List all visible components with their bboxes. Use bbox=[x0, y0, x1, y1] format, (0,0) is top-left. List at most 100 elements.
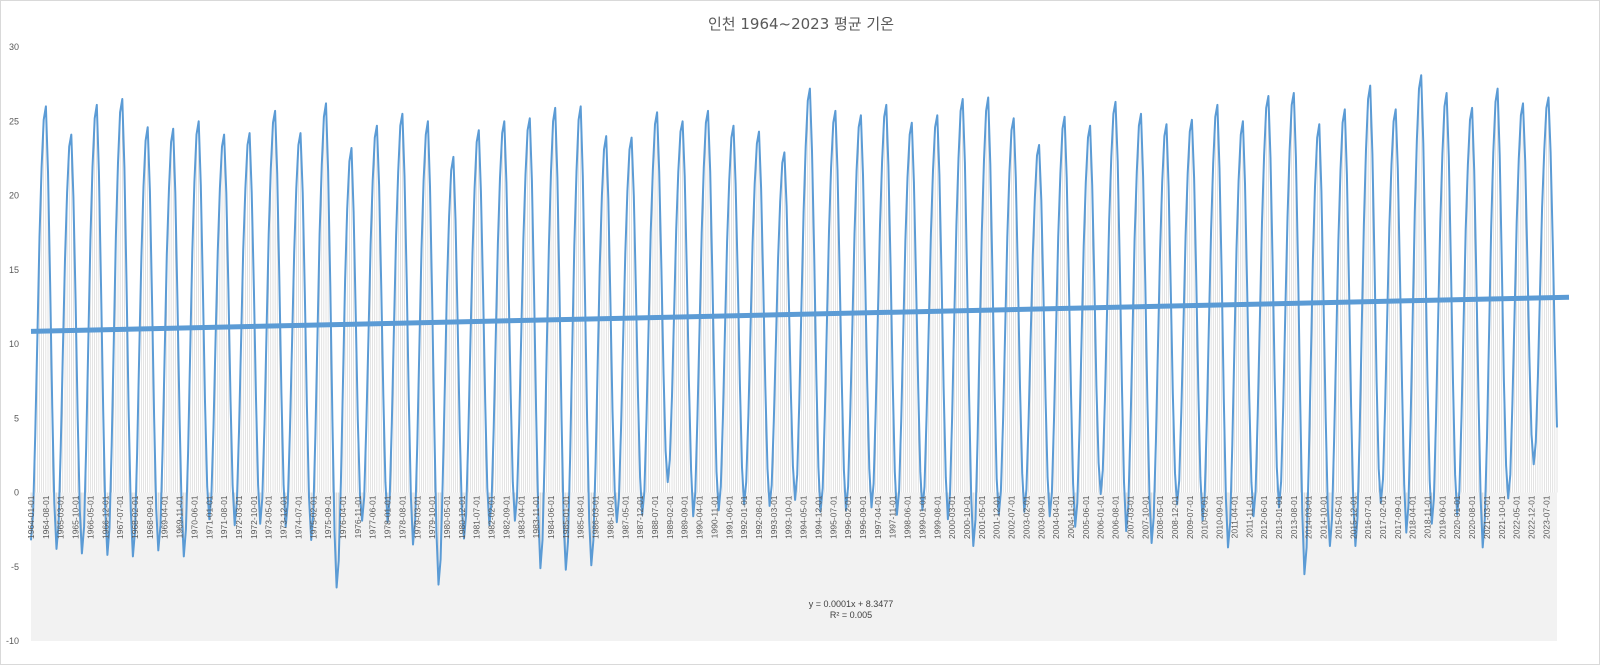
y-tick-label: 5 bbox=[14, 413, 19, 423]
data-point bbox=[1180, 411, 1182, 413]
data-point bbox=[926, 414, 928, 416]
trendline-r-squared: R² = 0.005 bbox=[829, 610, 873, 620]
data-point bbox=[790, 389, 792, 391]
x-tick-label: 1983-04-01 bbox=[516, 495, 526, 539]
data-point bbox=[1248, 398, 1250, 400]
data-point bbox=[437, 584, 440, 586]
data-point bbox=[75, 300, 77, 302]
x-tick-label: 1982-02-01 bbox=[487, 495, 497, 539]
x-tick-label: 2013-08-01 bbox=[1289, 495, 1299, 539]
data-point bbox=[348, 160, 350, 162]
data-point bbox=[1350, 405, 1352, 407]
data-point bbox=[597, 362, 599, 364]
data-point bbox=[1465, 229, 1467, 231]
data-point bbox=[851, 324, 854, 326]
data-point bbox=[1520, 114, 1522, 116]
data-point bbox=[603, 148, 605, 151]
data-point bbox=[1066, 177, 1068, 179]
x-tick-label: 1971-01-01 bbox=[204, 495, 214, 539]
data-point bbox=[845, 509, 847, 511]
data-point bbox=[64, 258, 66, 260]
data-point bbox=[1089, 125, 1091, 127]
data-point bbox=[117, 162, 119, 164]
data-point bbox=[215, 337, 217, 339]
data-point bbox=[979, 334, 981, 336]
x-tick-label: 2004-11-01 bbox=[1066, 495, 1076, 538]
data-point bbox=[1117, 160, 1119, 162]
data-point bbox=[1114, 101, 1117, 103]
data-point bbox=[1276, 466, 1278, 468]
data-point bbox=[221, 145, 223, 148]
trendline bbox=[30, 294, 1570, 334]
data-point bbox=[605, 135, 607, 137]
data-point bbox=[1424, 255, 1426, 257]
data-point bbox=[1403, 484, 1405, 486]
data-point bbox=[223, 134, 225, 136]
x-tick-label: 2006-08-01 bbox=[1111, 495, 1121, 539]
data-point bbox=[962, 98, 964, 100]
data-point bbox=[1212, 162, 1214, 164]
data-point bbox=[645, 417, 648, 419]
data-point bbox=[68, 145, 70, 148]
data-point bbox=[96, 104, 98, 106]
data-point bbox=[210, 494, 212, 497]
data-point bbox=[1032, 254, 1034, 256]
data-point bbox=[391, 423, 393, 425]
data-point bbox=[1320, 190, 1322, 192]
data-point bbox=[106, 554, 108, 556]
data-point bbox=[1420, 74, 1422, 76]
data-point bbox=[308, 496, 310, 498]
data-point bbox=[1068, 278, 1070, 280]
data-point bbox=[302, 191, 304, 194]
data-point bbox=[875, 410, 877, 412]
data-point bbox=[361, 520, 363, 522]
data-point bbox=[955, 224, 958, 226]
data-point bbox=[446, 284, 448, 286]
data-point bbox=[1443, 105, 1446, 107]
data-point bbox=[548, 245, 550, 247]
x-tick-label: 1987-05-01 bbox=[620, 495, 630, 539]
x-tick-label: 1966-05-01 bbox=[85, 495, 95, 539]
x-tick-label: 1997-04-01 bbox=[873, 495, 883, 539]
data-point bbox=[401, 113, 403, 115]
data-point bbox=[357, 419, 359, 421]
data-point bbox=[198, 120, 200, 122]
data-point bbox=[809, 88, 811, 90]
x-tick-label: 1998-06-01 bbox=[903, 495, 913, 539]
data-point bbox=[153, 416, 155, 418]
data-point bbox=[1539, 291, 1541, 293]
data-point bbox=[1473, 169, 1475, 171]
data-point bbox=[1488, 331, 1490, 333]
data-point bbox=[692, 515, 694, 517]
data-point bbox=[1299, 401, 1301, 403]
data-point bbox=[817, 466, 820, 468]
data-point bbox=[749, 328, 752, 330]
data-point bbox=[295, 187, 297, 189]
data-point bbox=[1393, 120, 1395, 122]
data-point bbox=[783, 151, 786, 153]
data-point bbox=[189, 350, 191, 352]
data-point bbox=[1252, 515, 1255, 517]
data-point bbox=[1081, 337, 1083, 339]
x-tick-label: 1965-03-01 bbox=[56, 495, 66, 539]
x-tick-label: 2022-12-01 bbox=[1527, 495, 1537, 539]
data-point bbox=[1093, 279, 1095, 281]
data-point bbox=[1371, 153, 1373, 155]
data-point bbox=[1119, 264, 1121, 266]
data-point bbox=[571, 350, 573, 352]
data-point bbox=[775, 338, 777, 341]
x-tick-label: 1990-11-01 bbox=[709, 495, 719, 538]
data-point bbox=[134, 530, 136, 532]
x-tick-label: 2002-07-01 bbox=[1007, 495, 1017, 539]
data-point bbox=[1556, 426, 1558, 428]
data-point bbox=[327, 169, 329, 171]
data-point bbox=[1127, 505, 1129, 507]
data-point bbox=[578, 119, 580, 121]
data-point bbox=[1410, 422, 1412, 424]
x-tick-label: 2006-01-01 bbox=[1096, 495, 1106, 539]
data-point bbox=[1140, 113, 1142, 115]
x-tick-label: 2017-09-01 bbox=[1393, 495, 1403, 539]
data-point bbox=[53, 502, 55, 504]
data-point bbox=[1040, 199, 1042, 201]
x-tick-label: 1985-08-01 bbox=[576, 495, 586, 539]
